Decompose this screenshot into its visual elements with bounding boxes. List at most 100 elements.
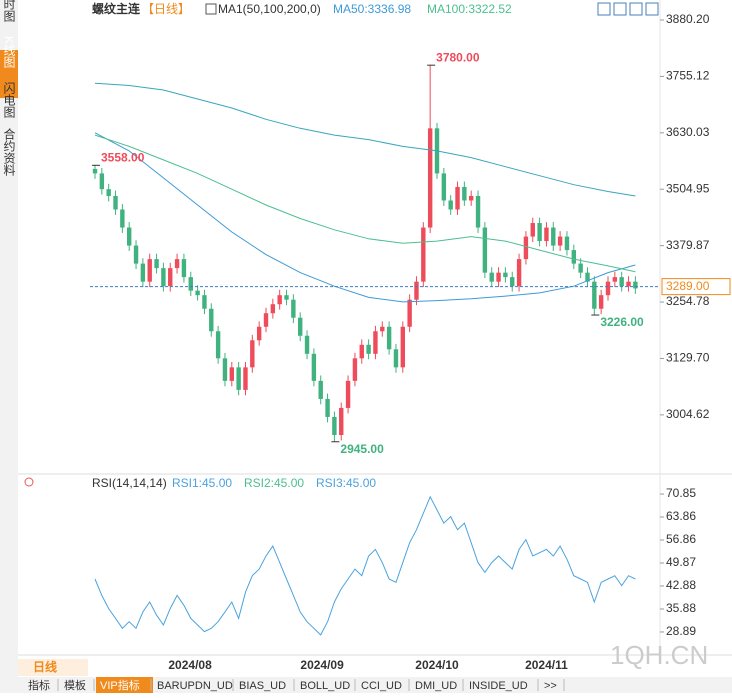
candle-body (585, 272, 590, 282)
candle-body (633, 281, 638, 289)
y-tick-label: 70.85 (666, 486, 696, 500)
candle-body (564, 236, 570, 251)
icon[interactable] (645, 2, 659, 16)
candle-body (250, 340, 255, 368)
x-tick-label: 2024/11 (525, 658, 568, 672)
ma-line (94, 134, 636, 273)
candle-body (400, 326, 405, 368)
toolbar-icons (597, 2, 659, 16)
sidebar (0, 0, 18, 693)
candle-body (161, 268, 166, 287)
footer-tab[interactable]: BIAS_UD (239, 680, 286, 692)
ma-line (94, 132, 636, 303)
candle-body (174, 259, 180, 269)
candle-body (277, 295, 282, 305)
footer-tab[interactable]: VIP指标 (100, 678, 140, 692)
candle-body (304, 335, 310, 354)
candle-body (339, 407, 344, 435)
footer-tab[interactable]: BARUPDN_UD (157, 680, 233, 692)
rsi-line (94, 495, 636, 636)
candle-body (113, 195, 118, 210)
annotation-label: 3780.00 (436, 50, 480, 64)
icon[interactable] (629, 2, 643, 16)
candle-body (99, 173, 105, 190)
candle-body (127, 227, 132, 246)
candle-body (209, 308, 214, 332)
candle-body (469, 195, 474, 201)
candle-body (298, 317, 303, 336)
footer-tab[interactable]: BOLL_UD (300, 680, 350, 692)
bottom-bar (0, 677, 732, 693)
y-tick-label: 28.89 (666, 624, 696, 638)
candle-body (421, 227, 426, 282)
candle-body (352, 358, 358, 381)
sidebar-tab[interactable]: K线图 (2, 36, 16, 68)
footer-tab[interactable]: DMI_UD (415, 680, 457, 692)
candle-body (386, 326, 392, 350)
candle-body (598, 295, 604, 309)
vip-tab[interactable] (96, 677, 153, 693)
candle-body (325, 398, 330, 417)
candle-body (311, 353, 317, 381)
x-tick-label: 2024/10 (415, 658, 459, 672)
last-price-tag (661, 278, 731, 296)
candle-body (120, 209, 125, 228)
y-tick-label: 63.86 (666, 509, 696, 523)
y-tick-label: 42.88 (666, 578, 696, 592)
footer-tab[interactable]: 模板 (64, 678, 86, 692)
candle-body (462, 186, 467, 201)
footer-tab[interactable]: 指标 (28, 678, 50, 692)
x-tick-label: 2024/08 (168, 658, 212, 672)
candle-body (229, 367, 234, 381)
ma-line (94, 82, 636, 197)
candle-body (168, 268, 173, 287)
period[interactable]: 【日线】 (142, 2, 190, 16)
candle-body (523, 236, 529, 260)
candle-body (332, 416, 337, 435)
candle-body (482, 227, 488, 273)
candle-body (557, 236, 563, 246)
footer-tab[interactable]: INSIDE_UD (469, 680, 528, 692)
legend-entry: MA100:3322.52 (427, 2, 512, 16)
sidebar-tab[interactable]: 分时图 (2, 0, 16, 22)
y-tick-label: 3880.20 (666, 12, 710, 26)
candle-body (256, 326, 262, 341)
icon[interactable] (613, 2, 627, 16)
annotation-label: 3558.00 (101, 150, 145, 164)
candle-body (407, 299, 412, 327)
legend-entry: RSI3:45.00 (316, 476, 376, 490)
candle-body (503, 272, 508, 278)
candle-body (626, 281, 631, 287)
candle-body (612, 277, 618, 282)
period-tab[interactable] (18, 659, 88, 676)
candle-body (270, 304, 276, 314)
candle-body (133, 245, 139, 264)
settings-icon[interactable] (24, 477, 34, 487)
period-label[interactable]: 日线 (33, 659, 57, 674)
candle-body (345, 380, 351, 408)
rsi-title: RSI(14,14,14) (92, 476, 167, 490)
candle-body (147, 259, 152, 282)
footer-tab[interactable]: >> (544, 680, 557, 692)
candle-body (537, 223, 542, 242)
y-tick-label: 3379.87 (666, 238, 710, 252)
candle-body (222, 358, 228, 381)
candle-body (188, 277, 193, 291)
candle-body (236, 367, 241, 390)
legend-entry: RSI1:45.00 (172, 476, 232, 490)
candle-body (489, 272, 494, 282)
candle-body (427, 128, 433, 228)
candle-body (373, 331, 378, 354)
candle-body (154, 259, 159, 269)
candle-body (551, 227, 556, 246)
y-tick-label: 56.86 (666, 532, 696, 546)
sidebar-tab[interactable]: 合约资料 (2, 127, 16, 176)
indicator-icon[interactable] (205, 3, 217, 15)
candle-body (380, 326, 385, 332)
footer-tab[interactable]: CCI_UD (361, 680, 402, 692)
annotation-label: 3226.00 (600, 315, 644, 329)
candle-body (106, 189, 111, 196)
icon[interactable] (597, 2, 611, 16)
sidebar-tab[interactable]: 闪电图 (2, 82, 16, 118)
